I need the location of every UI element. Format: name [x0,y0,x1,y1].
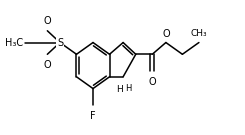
Text: S: S [57,38,63,48]
Text: H: H [125,84,132,93]
Text: H: H [116,85,122,94]
Text: O: O [148,77,156,87]
Text: O: O [44,60,51,70]
Text: CH₃: CH₃ [191,29,207,38]
Text: H₃C: H₃C [5,38,23,48]
Text: O: O [44,16,51,26]
Text: F: F [90,111,96,121]
Text: O: O [162,29,170,39]
